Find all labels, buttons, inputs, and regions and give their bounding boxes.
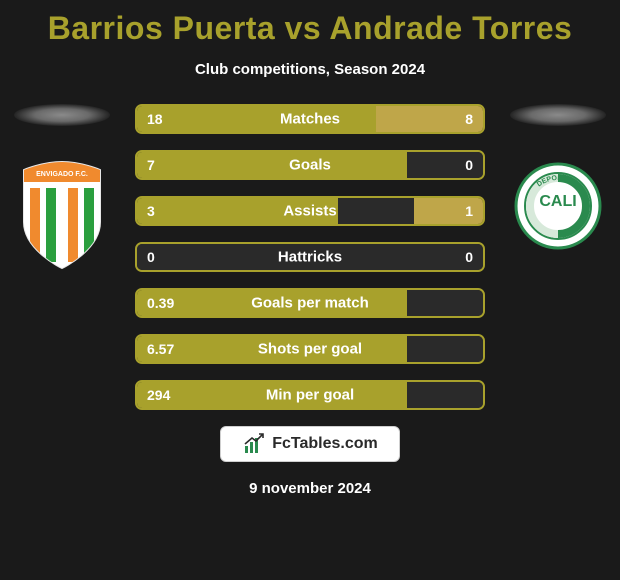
stat-row: Shots per goal6.57 (135, 334, 485, 364)
fctables-icon (242, 432, 266, 456)
bar-left (137, 106, 376, 132)
bar-left (137, 382, 407, 408)
bar-left (137, 290, 407, 316)
page-title: Barrios Puerta vs Andrade Torres (0, 0, 620, 47)
svg-text:CALI: CALI (539, 193, 576, 210)
svg-text:ENVIGADO F.C.: ENVIGADO F.C. (36, 171, 88, 178)
team-left-crest: ENVIGADO F.C. (16, 160, 108, 272)
team-left-logo-block: ENVIGADO F.C. (14, 104, 110, 272)
bar-right (414, 198, 483, 224)
team-right-logo-block: CALI DEPORTIVO (510, 104, 606, 272)
fctables-badge[interactable]: FcTables.com (220, 426, 400, 462)
bar-empty (407, 336, 483, 362)
comparison-chart: ENVIGADO F.C. CALI DEPORTIVO Matches188 G… (0, 104, 620, 410)
bar-empty (407, 152, 483, 178)
stat-row: Assists31 (135, 196, 485, 226)
shadow-ellipse (510, 104, 606, 126)
stat-row: Goals per match0.39 (135, 288, 485, 318)
fctables-label: FcTables.com (272, 435, 378, 453)
stat-row: Hattricks00 (135, 242, 485, 272)
bar-empty (338, 198, 414, 224)
shadow-ellipse (14, 104, 110, 126)
bar-left (137, 336, 407, 362)
stat-bars: Matches188 Goals70 Assists31 Hattricks00 Goa… (135, 104, 485, 410)
subtitle: Club competitions, Season 2024 (0, 61, 620, 78)
bar-right (376, 106, 483, 132)
stat-row: Min per goal294 (135, 380, 485, 410)
bar-empty (407, 290, 483, 316)
bar-left (137, 198, 338, 224)
team-right-crest: CALI DEPORTIVO (512, 160, 604, 272)
stat-row: Goals70 (135, 150, 485, 180)
stat-row: Matches188 (135, 104, 485, 134)
bar-empty (407, 382, 483, 408)
bar-left (137, 152, 407, 178)
date-label: 9 november 2024 (0, 480, 620, 497)
bar-empty (137, 244, 483, 270)
